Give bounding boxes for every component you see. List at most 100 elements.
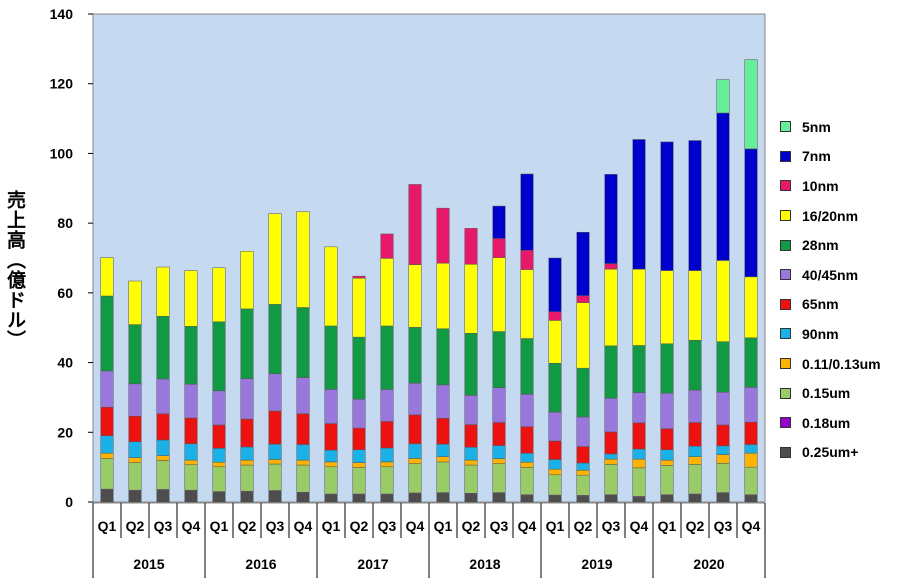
bar-segment (688, 270, 702, 341)
x-tick-label: Q4 (406, 518, 425, 534)
bar-segment (464, 459, 478, 466)
legend-item: 90nm (780, 319, 881, 349)
bar-segment (716, 79, 730, 114)
bar-segment (520, 394, 534, 427)
legend-label: 65nm (802, 296, 839, 313)
bar-segment (604, 464, 618, 495)
x-tick-label: Q3 (266, 518, 285, 534)
y-tick-label: 120 (50, 76, 74, 92)
bar-segment (492, 493, 506, 503)
bar-segment (184, 270, 198, 327)
bar-segment (296, 413, 310, 445)
x-axis: Q1 Q2 Q3 Q4 Q1 Q2 Q3 Q4 Q1 Q2 Q3 Q4 Q1 Q2 Q3 Q4 Q1 Q2 Q3 Q4… (92, 502, 766, 578)
bar-segment (184, 459, 198, 465)
bar-segment (492, 445, 506, 460)
x-tick-label: Q3 (378, 518, 397, 534)
bar-segment (408, 463, 422, 494)
bar-segment (576, 295, 590, 303)
legend-item: 0.18um (780, 408, 881, 438)
year-label: 2018 (469, 556, 500, 572)
bar-segment (352, 494, 366, 503)
bar-segment (660, 449, 674, 461)
bar-segment (716, 341, 730, 393)
bar-segment (632, 139, 646, 270)
year-label: 2019 (581, 556, 612, 572)
bar-segment (128, 490, 142, 503)
bar-segment (156, 489, 170, 503)
bar-segment (632, 448, 646, 460)
year-label: 2016 (245, 556, 276, 572)
x-tick-label: Q1 (210, 518, 229, 534)
legend-item: 40/45nm (780, 260, 881, 290)
bar-segment (492, 422, 506, 446)
bar-segment (408, 458, 422, 464)
bar-segment (212, 267, 226, 323)
bar-segment (268, 459, 282, 465)
x-tick-label: Q2 (126, 518, 145, 534)
legend-swatch (780, 150, 791, 162)
legend-item: 0.15um (780, 378, 881, 408)
bar-segment (744, 387, 758, 423)
bar-segment (240, 491, 254, 503)
bar-segment (184, 443, 198, 461)
bar-segment (632, 496, 646, 503)
bar-segment (380, 447, 394, 463)
bar-segment (268, 213, 282, 305)
y-tick-label: 60 (57, 285, 73, 301)
legend-item: 16/20nm (780, 201, 881, 231)
bar-segment (408, 443, 422, 459)
bar-segment (492, 257, 506, 332)
bar-segment (716, 391, 730, 426)
legend-swatch (780, 269, 791, 281)
bar-segment (548, 474, 562, 496)
bar-segment (688, 494, 702, 503)
legend-label: 0.15um (802, 385, 851, 402)
legend-item: 7nm (780, 142, 881, 172)
bar-segment (464, 228, 478, 265)
bar-segment (352, 275, 366, 279)
bar-segment (156, 315, 170, 380)
bar-segment (464, 424, 478, 448)
x-tick-label: Q3 (490, 518, 509, 534)
bar-segment (520, 495, 534, 503)
bar-segment (296, 211, 310, 308)
bar-segment (548, 495, 562, 503)
bar-segment (520, 462, 534, 468)
bar-segment (408, 264, 422, 328)
bar-segment (632, 422, 646, 450)
bar-segment (128, 383, 142, 417)
bar-segment (156, 266, 170, 317)
bar-segment (436, 328, 450, 386)
bar-segment (660, 495, 674, 503)
x-tick-label: Q4 (182, 518, 201, 534)
bar-segment (268, 410, 282, 445)
bar-segment (408, 493, 422, 503)
bar-segment (156, 460, 170, 490)
bar-segment (660, 393, 674, 430)
bar-segment (212, 390, 226, 426)
bar-segment (660, 465, 674, 495)
x-tick-label: Q4 (294, 518, 313, 534)
legend-swatch (780, 358, 791, 370)
bar-segment (352, 449, 366, 463)
bar-segment (156, 413, 170, 441)
bar-segment (576, 302, 590, 369)
bar-segment (604, 495, 618, 503)
bar-segment (324, 461, 338, 468)
bar-segment (688, 389, 702, 423)
bar-segment (212, 321, 226, 392)
bar-segment (464, 264, 478, 334)
bar-segment (744, 466, 758, 495)
bar-segment (576, 462, 590, 471)
x-tick-label: Q1 (546, 518, 565, 534)
x-tick-label: Q1 (98, 518, 117, 534)
bar-segment (576, 474, 590, 496)
bar-segment (520, 452, 534, 463)
bar-segment (296, 459, 310, 466)
bar-segment (548, 411, 562, 442)
bar-segment (296, 464, 310, 493)
bar-segment (240, 464, 254, 492)
bar-segment (352, 336, 366, 400)
bar-segment (576, 446, 590, 464)
